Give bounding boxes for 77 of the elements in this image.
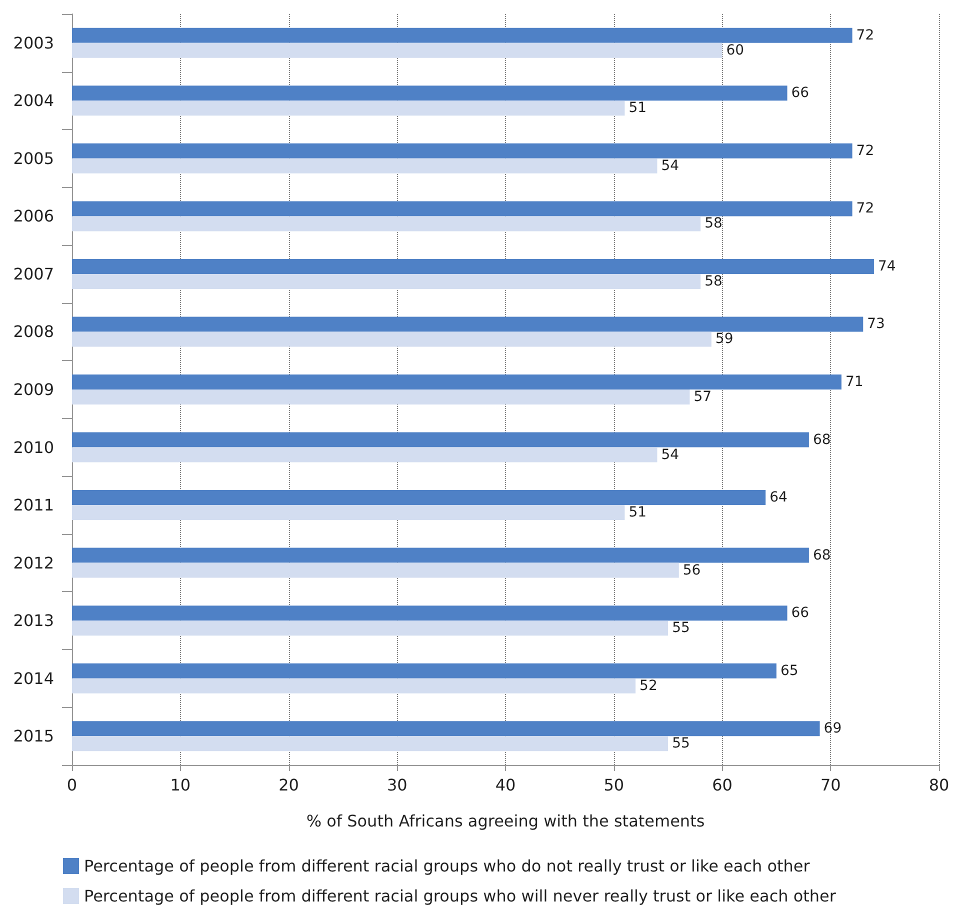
x-tick-label: 70 (820, 776, 841, 794)
y-tick-label: 2003 (13, 33, 54, 52)
data-label: 60 (726, 42, 744, 58)
y-tick-label: 2014 (13, 668, 54, 688)
y-tick-label: 2013 (13, 611, 54, 630)
data-label: 52 (640, 678, 658, 694)
y-tick-label: 2007 (13, 264, 54, 284)
bar (72, 216, 701, 232)
y-tick-label: 2010 (13, 438, 54, 457)
bar (72, 447, 658, 462)
data-label: 72 (856, 142, 874, 159)
data-label: 71 (845, 374, 864, 390)
data-label: 69 (824, 720, 842, 737)
bar (72, 432, 809, 448)
bar (72, 505, 625, 520)
data-label: 66 (791, 85, 810, 102)
y-tick-label: 2009 (13, 380, 54, 399)
bar (72, 201, 852, 216)
data-label: 68 (812, 432, 831, 448)
data-label: 54 (661, 446, 680, 463)
y-tick-label: 2015 (13, 726, 54, 746)
data-label: 51 (628, 100, 647, 116)
data-label: 72 (856, 27, 874, 44)
data-label: 58 (704, 273, 722, 290)
bar (72, 721, 820, 736)
bar (72, 143, 852, 158)
bar (72, 158, 658, 174)
data-label: 74 (878, 258, 896, 274)
data-label: 59 (715, 331, 734, 348)
y-tick-label: 2005 (13, 148, 54, 168)
data-label: 55 (672, 736, 690, 752)
bar (72, 42, 722, 58)
bar (72, 562, 679, 578)
data-label: 64 (770, 490, 788, 506)
bar (72, 390, 690, 404)
bar (72, 606, 788, 621)
x-tick-label: 30 (386, 776, 408, 794)
data-label: 55 (672, 620, 690, 636)
bar (72, 100, 625, 116)
data-label: 54 (661, 158, 680, 174)
y-tick-label: 2011 (13, 496, 54, 515)
bar (72, 374, 842, 390)
x-tick-label: 0 (66, 776, 78, 794)
bar (72, 86, 788, 101)
y-tick-label: 2008 (13, 322, 54, 342)
bar (72, 736, 668, 752)
data-label: 56 (682, 562, 701, 578)
bar (72, 274, 701, 289)
bar (72, 548, 809, 563)
legend-label: Percentage of people from different racial groups who do not really trust or like each other (84, 856, 810, 876)
x-axis-title: % of South Africans agreeing with the statements (306, 812, 705, 830)
data-label: 57 (694, 389, 712, 405)
bar (72, 258, 874, 274)
data-label: 66 (791, 605, 810, 622)
bar (72, 678, 636, 694)
x-tick-label: 20 (278, 776, 299, 794)
data-label: 65 (780, 662, 798, 679)
y-tick-label: 2012 (13, 553, 54, 572)
data-label: 73 (867, 316, 885, 332)
bar (72, 620, 668, 636)
bar (72, 28, 852, 43)
y-tick-label: 2006 (13, 206, 54, 226)
data-label: 68 (812, 547, 831, 564)
data-label: 51 (628, 504, 647, 521)
x-tick-label: 50 (604, 776, 624, 794)
bar (72, 316, 864, 332)
x-tick-label: 60 (712, 776, 732, 794)
bar (72, 332, 712, 347)
data-label: 72 (856, 200, 874, 217)
x-tick-label: 80 (928, 776, 950, 794)
bar (72, 490, 766, 506)
y-tick-label: 2004 (13, 91, 54, 110)
data-label: 58 (704, 216, 722, 232)
x-tick-label: 10 (170, 776, 191, 794)
x-tick-label: 40 (495, 776, 516, 794)
bar (72, 663, 776, 678)
legend-label: Percentage of people from different racial groups who will never really trust or like each other (84, 886, 836, 906)
